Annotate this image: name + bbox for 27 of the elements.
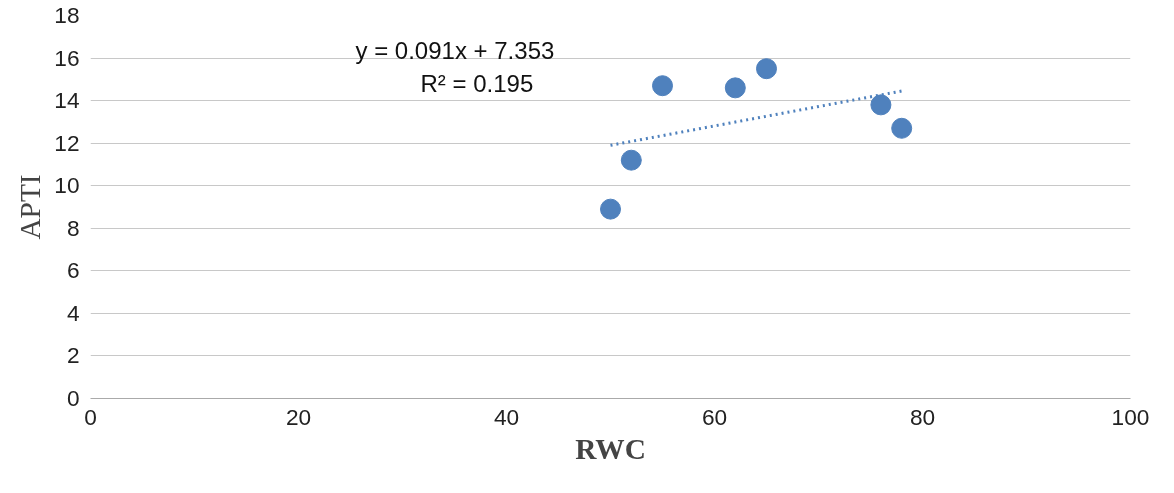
y-tick-label: 10 — [54, 172, 80, 199]
x-tick-label: 100 — [1111, 403, 1150, 430]
annotation: y = 0.091x + 7.353 — [355, 36, 555, 64]
y-tick-label: 0 — [66, 385, 80, 411]
x-tick-label: 0 — [84, 403, 97, 430]
x-tick-label: 80 — [909, 403, 936, 430]
y-tick-label: 2 — [66, 342, 80, 369]
point — [870, 94, 892, 116]
y-tick-label: 8 — [66, 214, 80, 241]
y-tick-label: 6 — [66, 257, 80, 284]
x-axis-title: RWC — [575, 432, 646, 465]
y-tick-label: 16 — [54, 44, 80, 71]
x-tick-label: 60 — [701, 403, 728, 430]
x-tick-label: 40 — [493, 403, 520, 430]
y-tick-label: 4 — [66, 299, 80, 326]
y-tick-label: 12 — [54, 129, 80, 156]
point — [891, 117, 913, 139]
y-tick-label: 18 — [54, 2, 80, 28]
point — [724, 77, 746, 99]
point — [652, 75, 673, 97]
y-axis-title: APTI — [14, 174, 47, 240]
point — [756, 58, 777, 80]
x-tick-label: 20 — [285, 403, 312, 430]
y-tick-label: 14 — [54, 87, 80, 114]
point — [620, 149, 642, 171]
annotation: R² = 0.195 — [420, 69, 534, 97]
point — [600, 198, 621, 220]
